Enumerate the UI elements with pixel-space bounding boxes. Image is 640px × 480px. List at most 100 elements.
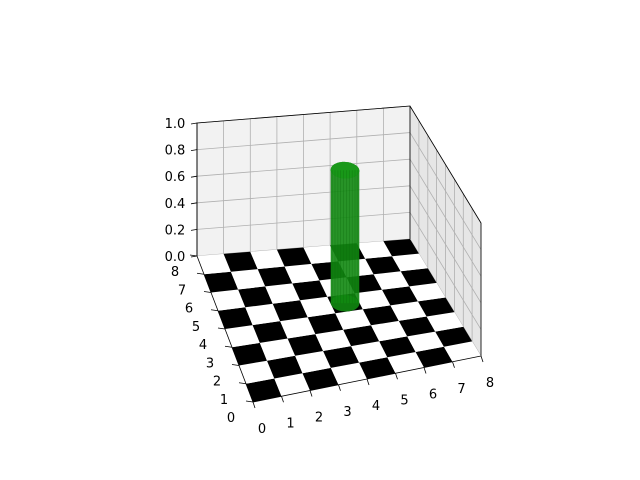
board-square	[398, 316, 436, 337]
y-tick-mark	[196, 272, 205, 275]
y-tick-mark	[231, 364, 240, 366]
x-tick-mark	[480, 355, 484, 363]
board-square	[382, 286, 418, 306]
z-tick-mark	[190, 255, 198, 258]
board-square	[218, 307, 253, 329]
board-square	[379, 336, 416, 358]
board-square	[232, 342, 267, 366]
board-square	[302, 367, 339, 391]
board-square	[373, 271, 410, 290]
board-square	[284, 263, 320, 284]
x-tick-label: 1	[286, 416, 294, 431]
board-square	[225, 325, 260, 348]
board-square	[265, 283, 300, 304]
board-square	[351, 341, 388, 363]
y-tick-mark	[203, 291, 212, 293]
board-square	[365, 256, 401, 275]
board-square	[245, 303, 281, 326]
y-tick-mark	[210, 309, 219, 312]
board-square	[315, 329, 352, 351]
x-tick-mark	[366, 378, 370, 386]
board-square	[387, 352, 424, 374]
x-axis-line	[252, 355, 482, 403]
board-square	[300, 296, 336, 318]
board-square	[303, 245, 339, 264]
cylinder-body	[330, 170, 360, 304]
board-square	[197, 253, 231, 275]
board-square	[259, 338, 296, 361]
z-tick-mark	[190, 229, 198, 231]
board-square	[257, 266, 293, 287]
y-tick-label: 0	[227, 411, 235, 426]
board-square	[230, 269, 266, 290]
y-tick-label: 2	[213, 375, 221, 390]
board-square	[287, 334, 324, 356]
x-tick-label: 4	[372, 399, 380, 414]
z-tick-label: 1.0	[165, 117, 186, 132]
board-square	[335, 309, 371, 330]
y-tick-label: 6	[185, 302, 193, 317]
board-square	[400, 268, 437, 287]
board-square	[280, 317, 316, 339]
x-tick-label: 7	[457, 382, 465, 397]
y-tick-label: 5	[192, 320, 200, 335]
board-square	[417, 297, 455, 317]
board-square	[390, 301, 427, 321]
x-tick-mark	[338, 384, 341, 391]
board-square	[435, 326, 473, 347]
x-tick-mark	[309, 390, 313, 397]
z-tick-label: 0.4	[165, 197, 186, 212]
board-square	[250, 249, 285, 270]
board-square	[354, 289, 391, 310]
board-square	[383, 239, 419, 257]
board-square	[246, 378, 282, 402]
z-tick-label: 0.2	[165, 223, 186, 238]
y-tick-label: 4	[199, 338, 207, 353]
board-square	[307, 313, 344, 335]
board-square	[204, 271, 239, 293]
z-tick-mark	[190, 175, 198, 178]
board-square	[223, 251, 258, 272]
board-square	[276, 247, 312, 267]
board-square	[238, 286, 273, 308]
board-square	[409, 282, 446, 302]
board-square	[343, 325, 380, 347]
y-tick-mark	[238, 382, 247, 385]
board-square	[392, 253, 428, 272]
board-square	[267, 355, 303, 379]
y-tick-mark	[245, 400, 254, 403]
z-tick-label: 0.6	[165, 170, 186, 185]
board-square	[252, 321, 288, 343]
y-tick-mark	[224, 345, 233, 348]
y-tick-mark	[217, 327, 226, 330]
z-tick-mark	[190, 122, 198, 125]
y-axis-line	[196, 255, 254, 403]
board-square	[330, 362, 367, 385]
board-square	[359, 357, 396, 379]
board-square	[292, 280, 328, 301]
board-square	[323, 346, 360, 368]
x-tick-label: 2	[315, 411, 323, 426]
x-tick-label: 6	[429, 388, 437, 403]
x-tick-label: 8	[486, 376, 494, 391]
x-tick-label: 0	[258, 422, 266, 437]
board-square	[356, 241, 392, 259]
z-tick-mark	[190, 149, 198, 151]
board-square	[415, 346, 453, 368]
board-square	[272, 300, 308, 322]
x-tick-mark	[395, 373, 398, 380]
z-tick-label: 0.0	[165, 250, 186, 265]
y-tick-label: 8	[171, 265, 179, 280]
board-square	[443, 341, 481, 362]
z-tick-label: 0.8	[165, 144, 186, 159]
board-square	[211, 289, 246, 311]
y-tick-label: 3	[206, 356, 214, 371]
cylinder	[330, 161, 360, 312]
x-tick-mark	[452, 361, 455, 368]
board-square	[362, 305, 399, 326]
board-square	[274, 373, 310, 397]
x-tick-label: 3	[343, 405, 351, 420]
board-square	[371, 320, 408, 342]
